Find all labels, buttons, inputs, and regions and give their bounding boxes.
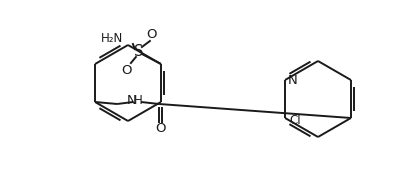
Text: H₂N: H₂N xyxy=(101,31,123,44)
Text: Cl: Cl xyxy=(289,114,301,127)
Text: O: O xyxy=(155,122,165,135)
Text: N: N xyxy=(127,95,137,108)
Text: H: H xyxy=(134,95,142,108)
Text: N: N xyxy=(288,74,298,87)
Text: O: O xyxy=(122,63,132,76)
Text: O: O xyxy=(147,29,157,42)
Text: S: S xyxy=(134,44,144,60)
